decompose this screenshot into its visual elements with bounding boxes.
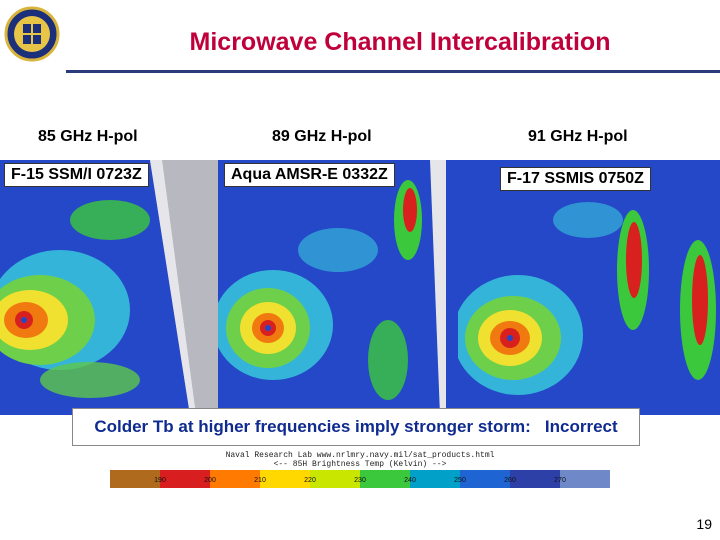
colorbar-tick-label: 190 <box>154 477 166 484</box>
colorbar-header-2: <-- 85H Brightness Temp (Kelvin) --> <box>274 460 447 469</box>
panel-1-frequency: 85 GHz H-pol <box>38 128 138 145</box>
panel-2-image <box>218 160 458 415</box>
colorbar-segment <box>460 470 511 488</box>
panel-3-image <box>458 160 720 415</box>
colorbar-segment <box>310 470 361 488</box>
panel-1-label: F-15 SSM/I 0723Z <box>4 163 149 187</box>
colorbar-tick-label: 200 <box>204 477 216 484</box>
colorbar-segment <box>560 470 611 488</box>
panel-3-label: F-17 SSMIS 0750Z <box>500 167 651 191</box>
colorbar-segment <box>210 470 261 488</box>
colorbar-tick-label: 270 <box>554 477 566 484</box>
colorbar-tick-label: 260 <box>504 477 516 484</box>
colorbar-segment <box>410 470 461 488</box>
panel-1-image <box>0 160 218 415</box>
brightness-temp-colorbar: Naval Research Lab www.nrlmry.navy.mil/s… <box>110 446 611 488</box>
colorbar-tick-label: 250 <box>454 477 466 484</box>
colorbar-tick-label: 240 <box>404 477 416 484</box>
colorbar-segment <box>110 470 161 488</box>
slide-title: Microwave Channel Intercalibration <box>189 28 611 56</box>
colorbar-tick-label: 220 <box>304 477 316 484</box>
panel-3-frequency: 91 GHz H-pol <box>528 128 628 145</box>
colorbar-segment <box>360 470 411 488</box>
caption-box: Colder Tb at higher frequencies imply st… <box>72 408 640 446</box>
panel-2-label: Aqua AMSR-E 0332Z <box>224 163 395 187</box>
panel-2-frequency: 89 GHz H-pol <box>272 128 372 145</box>
page-number: 19 <box>696 516 712 532</box>
colorbar-segment <box>160 470 211 488</box>
colorbar-tick-label: 210 <box>254 477 266 484</box>
colorbar-tick-label: 230 <box>354 477 366 484</box>
title-divider <box>66 70 720 73</box>
colorbar-segment <box>510 470 561 488</box>
university-crest-icon <box>4 6 60 62</box>
colorbar-header-1: Naval Research Lab www.nrlmry.navy.mil/s… <box>226 451 495 460</box>
colorbar-segment <box>260 470 311 488</box>
